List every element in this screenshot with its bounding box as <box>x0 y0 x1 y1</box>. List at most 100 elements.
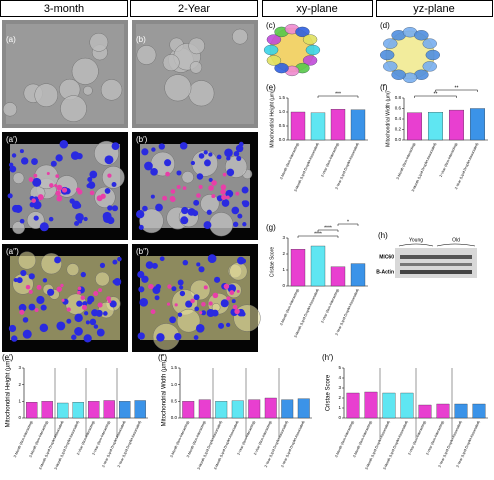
mitochondrion <box>203 150 208 155</box>
associated-mitochondrion <box>28 289 33 294</box>
y-axis-label: Mitochondrial Width (µm) <box>162 360 168 427</box>
mitochondrion-3d <box>391 69 406 80</box>
x-tick-label: 3-Month (Non-Interacting) <box>352 420 373 458</box>
y-tick-label: 3 <box>338 385 341 390</box>
associated-mitochondrion <box>77 290 81 295</box>
mitochondrion <box>190 160 196 166</box>
associated-mitochondrion <box>221 194 227 200</box>
mitochondrion <box>32 177 42 187</box>
associated-mitochondrion <box>54 184 58 188</box>
mitochondrion <box>84 311 89 316</box>
associated-mitochondrion <box>60 283 64 288</box>
associated-mitochondrion <box>55 190 61 196</box>
bar <box>400 392 414 419</box>
bar <box>26 402 38 419</box>
mitochondrion <box>226 156 231 161</box>
mitochondrion <box>66 318 72 324</box>
mitochondrion-3d <box>422 38 437 49</box>
mitochondrion <box>193 294 200 301</box>
blot-row: MIC60 <box>379 254 394 260</box>
associated-mitochondrion <box>208 185 214 191</box>
associated-mitochondrion <box>211 180 217 186</box>
y-tick-label: 3 <box>18 365 21 370</box>
blot-band <box>400 255 472 259</box>
mitochondrion <box>150 168 158 176</box>
blot-group: Old <box>452 237 460 243</box>
panel-label: (f) <box>380 83 388 92</box>
associated-mitochondrion <box>36 284 42 290</box>
y-tick-label: 1 <box>282 267 285 272</box>
mitochondrion <box>83 334 92 343</box>
x-tick-label: 3-Month (Lipid Droplet Associated) <box>293 142 319 192</box>
lipid-droplet <box>2 102 18 117</box>
bar <box>364 391 378 419</box>
associated-mitochondrion <box>55 174 60 178</box>
bar <box>346 392 360 419</box>
mitochondrion <box>33 215 39 221</box>
x-tick-label: 3-Month (Non-Interacting) <box>334 420 355 458</box>
associated-mitochondrion <box>223 283 230 290</box>
bar <box>72 402 84 419</box>
mitochondrion <box>59 139 69 149</box>
lipid-droplet <box>233 304 261 332</box>
mitochondrion <box>203 221 212 230</box>
mitochondrion <box>89 170 98 179</box>
panel-label: (a′) <box>6 135 18 144</box>
mitochondrion <box>11 335 18 342</box>
blot-row: B-Actin <box>376 269 394 275</box>
panel-label: (d) <box>380 21 390 30</box>
mitochondrion <box>39 323 49 333</box>
panel-label: (b) <box>136 35 146 44</box>
mitochondrion <box>226 168 235 177</box>
mitochondrion <box>91 309 99 317</box>
x-tick-label: 2-Year (Lipid Droplet Associated) <box>335 142 360 190</box>
mitochondrion <box>151 262 158 269</box>
x-tick-label: 3-Month (Lipid Droplet Associated) <box>293 288 319 338</box>
lipid-droplet <box>188 80 215 107</box>
mitochondrion <box>36 295 45 305</box>
associated-mitochondrion <box>107 299 112 304</box>
y-tick-label: 0 <box>338 415 341 420</box>
mitochondrion <box>231 299 236 304</box>
mitochondrion <box>74 220 80 226</box>
mitochondrion <box>141 148 149 156</box>
mitochondrion <box>179 142 188 150</box>
mitochondrion <box>144 161 153 171</box>
y-tick-label: 0.8 <box>395 95 402 100</box>
significance-bracket <box>337 223 359 226</box>
y-tick-label: 1.5 <box>279 95 286 100</box>
mitochondrion <box>181 206 189 215</box>
associated-mitochondrion <box>235 191 240 196</box>
mitochondrion <box>241 186 249 194</box>
associated-mitochondrion <box>33 173 38 178</box>
mitochondrion <box>231 206 240 215</box>
panel-label: (a′′) <box>6 247 19 256</box>
mitochondrion-3d <box>305 44 321 56</box>
mitochondrion <box>236 155 242 162</box>
mitochondrion <box>47 288 55 296</box>
associated-mitochondrion <box>148 284 154 290</box>
associated-mitochondrion <box>170 189 176 194</box>
associated-mitochondrion <box>229 290 235 295</box>
associated-mitochondrion <box>28 177 34 182</box>
mitochondrion <box>240 311 246 317</box>
mitochondrion <box>107 205 113 211</box>
lipid-droplet <box>164 74 192 102</box>
x-tick-label: 2-Year (Non-Interacting) <box>253 420 272 456</box>
header-box <box>376 0 493 17</box>
lipid-droplet <box>66 263 80 276</box>
associated-mitochondrion <box>196 193 201 198</box>
mitochondrion-3d <box>422 61 437 72</box>
mitochondrion <box>16 277 23 284</box>
mitochondrion <box>74 327 83 336</box>
bar <box>88 401 100 419</box>
mitochondrion <box>226 322 231 328</box>
chart: (f′)Mitochondrial Width (µm) 0.0 0.5 1.0 1.5… <box>158 353 312 470</box>
mitochondrion <box>142 205 148 212</box>
mitochondrion <box>235 144 244 153</box>
lipid-droplet <box>176 309 201 333</box>
mitochondrion <box>204 159 211 167</box>
panel-label: (a) <box>6 35 16 44</box>
lipid-droplet <box>181 171 194 184</box>
